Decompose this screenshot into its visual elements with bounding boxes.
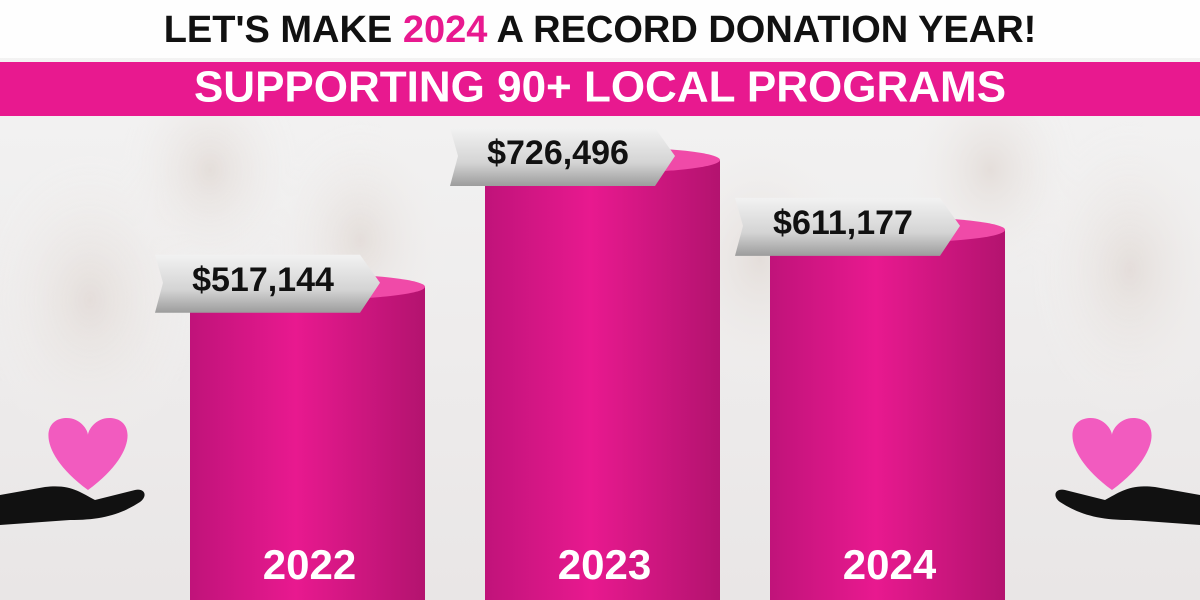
subtitle-band [0, 62, 1200, 116]
title-part: 2024 [403, 9, 488, 51]
title-band [0, 0, 1200, 58]
value-label: $611,177 [773, 204, 913, 242]
left-heart-hand [0, 417, 145, 525]
value-label: $517,144 [192, 261, 334, 299]
category-label: 2023 [558, 541, 651, 588]
value-ribbon [735, 197, 960, 256]
bar [190, 286, 425, 600]
bar [485, 160, 720, 600]
category-label: 2022 [263, 541, 356, 588]
title: LET'S MAKE 2024 A RECORD DONATION YEAR! [164, 9, 1037, 51]
subtitle: SUPPORTING 90+ LOCAL PROGRAMS [194, 63, 1006, 112]
value-ribbon [450, 128, 675, 186]
title-part: LET'S MAKE [164, 9, 393, 51]
value-ribbon [155, 254, 380, 313]
category-label: 2024 [843, 541, 937, 588]
value-label: $726,496 [487, 134, 629, 172]
bar [770, 229, 1005, 600]
title-part: A RECORD DONATION YEAR! [497, 9, 1037, 51]
right-heart-hand [1055, 417, 1200, 525]
